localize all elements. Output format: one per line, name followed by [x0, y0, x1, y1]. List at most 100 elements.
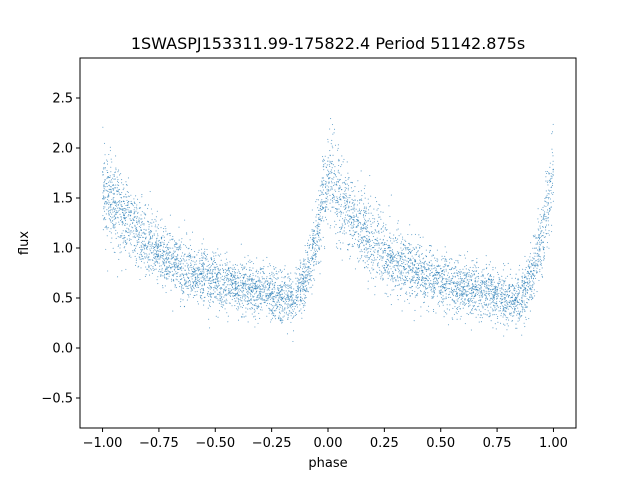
- data-point: [467, 284, 469, 286]
- data-point: [358, 202, 361, 204]
- data-point: [403, 267, 405, 269]
- data-point: [295, 312, 297, 314]
- data-point: [457, 300, 459, 302]
- data-point: [229, 295, 232, 298]
- data-point: [120, 236, 122, 238]
- data-point: [303, 283, 305, 285]
- data-point: [157, 233, 159, 235]
- data-point: [104, 179, 106, 181]
- data-point: [524, 306, 526, 308]
- data-point: [422, 284, 424, 286]
- data-point: [447, 265, 449, 267]
- data-point: [445, 284, 447, 286]
- data-point: [317, 233, 319, 235]
- data-point: [275, 297, 277, 299]
- data-point: [302, 271, 304, 273]
- data-point: [123, 212, 125, 214]
- data-point: [443, 286, 445, 288]
- data-point: [259, 302, 261, 305]
- data-point: [303, 309, 305, 312]
- data-point: [349, 210, 351, 212]
- data-point: [113, 175, 115, 177]
- data-point: [497, 306, 499, 308]
- data-point: [543, 205, 545, 207]
- data-point: [194, 285, 196, 288]
- data-point: [265, 278, 268, 280]
- data-point: [363, 223, 365, 225]
- data-point: [143, 248, 145, 250]
- data-point: [152, 247, 154, 249]
- data-point: [408, 273, 410, 275]
- data-point: [163, 277, 166, 279]
- data-point: [266, 293, 268, 295]
- data-point: [538, 234, 540, 236]
- data-point: [364, 192, 366, 194]
- data-point: [293, 302, 295, 304]
- data-point: [202, 273, 204, 275]
- data-point: [216, 285, 218, 287]
- data-point: [339, 242, 341, 244]
- data-point: [131, 226, 133, 228]
- data-point: [417, 271, 419, 274]
- data-point: [178, 226, 180, 228]
- data-point: [497, 295, 499, 297]
- data-point: [464, 323, 466, 325]
- data-point: [517, 281, 519, 284]
- data-point: [483, 285, 486, 287]
- data-point: [163, 262, 165, 264]
- data-point: [378, 203, 380, 206]
- data-point: [474, 302, 476, 304]
- data-point: [415, 252, 418, 254]
- data-point: [163, 242, 165, 244]
- data-point: [226, 251, 228, 253]
- data-point: [392, 258, 394, 260]
- data-point: [153, 257, 155, 259]
- data-point: [494, 288, 496, 290]
- data-point: [226, 264, 228, 266]
- data-point: [177, 253, 179, 255]
- data-point: [424, 279, 427, 282]
- data-point: [173, 261, 175, 264]
- data-point: [354, 238, 357, 240]
- data-point: [467, 291, 469, 293]
- data-point: [469, 312, 471, 314]
- data-point: [519, 316, 521, 318]
- data-point: [511, 315, 513, 317]
- data-point: [191, 288, 193, 290]
- data-point: [545, 180, 547, 182]
- data-point: [525, 289, 527, 291]
- data-point: [350, 227, 352, 229]
- data-point: [273, 268, 276, 270]
- data-point: [181, 260, 183, 262]
- data-point: [431, 272, 433, 274]
- data-point: [382, 277, 384, 279]
- data-point: [472, 283, 474, 285]
- data-point: [382, 256, 384, 258]
- data-point: [152, 267, 154, 269]
- data-point: [255, 292, 257, 294]
- data-point: [221, 300, 223, 302]
- data-point: [508, 319, 510, 321]
- data-point: [471, 270, 473, 272]
- data-point: [390, 279, 392, 281]
- data-point: [551, 182, 554, 184]
- data-point: [357, 219, 359, 222]
- data-point: [532, 277, 535, 279]
- data-point: [545, 224, 548, 226]
- data-point: [162, 251, 165, 253]
- data-point: [120, 251, 122, 253]
- data-point: [280, 320, 282, 322]
- data-point: [411, 276, 413, 278]
- data-point: [540, 233, 542, 235]
- data-point: [255, 281, 257, 283]
- data-point: [117, 236, 119, 238]
- data-point: [138, 217, 140, 219]
- data-point: [273, 291, 275, 293]
- data-point: [529, 310, 531, 312]
- data-point: [465, 268, 467, 270]
- data-point: [368, 218, 370, 220]
- data-point: [438, 265, 440, 267]
- data-point: [130, 200, 132, 202]
- data-point: [370, 212, 372, 214]
- data-point: [156, 258, 158, 260]
